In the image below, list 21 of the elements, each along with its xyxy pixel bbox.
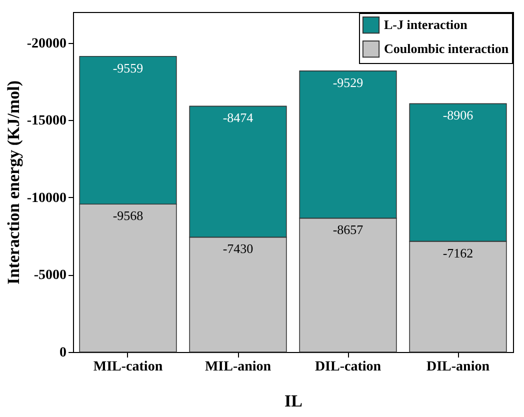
- y-tick-label: -10000: [26, 190, 66, 206]
- y-tick-label: -20000: [26, 36, 66, 52]
- y-tick-label: 0: [60, 346, 66, 360]
- data-label: -9568: [112, 208, 144, 224]
- x-tick-label: MIL-anion: [204, 360, 272, 374]
- y-tick-label: -15000: [26, 114, 66, 129]
- data-label: -8474: [222, 110, 254, 126]
- data-label: -9529: [332, 74, 364, 90]
- x-axis-title: IL: [284, 392, 302, 410]
- x-tick-label: DIL-anion: [426, 360, 490, 374]
- data-label: -8657: [332, 222, 364, 238]
- x-tick-label: DIL-cation: [314, 360, 382, 374]
- data-label: -8906: [442, 108, 474, 123]
- x-tick-label: MIL-cation: [93, 360, 163, 374]
- data-label: -7430: [222, 241, 254, 256]
- data-label: -7162: [442, 245, 474, 260]
- legend-label: L-J interaction: [384, 17, 468, 32]
- legend-label: Coulombic interaction: [384, 41, 510, 56]
- data-label: -9559: [112, 60, 144, 76]
- y-tick-label: -5000: [34, 268, 66, 284]
- y-axis-title: Interaction energy (KJ/mol): [4, 80, 23, 284]
